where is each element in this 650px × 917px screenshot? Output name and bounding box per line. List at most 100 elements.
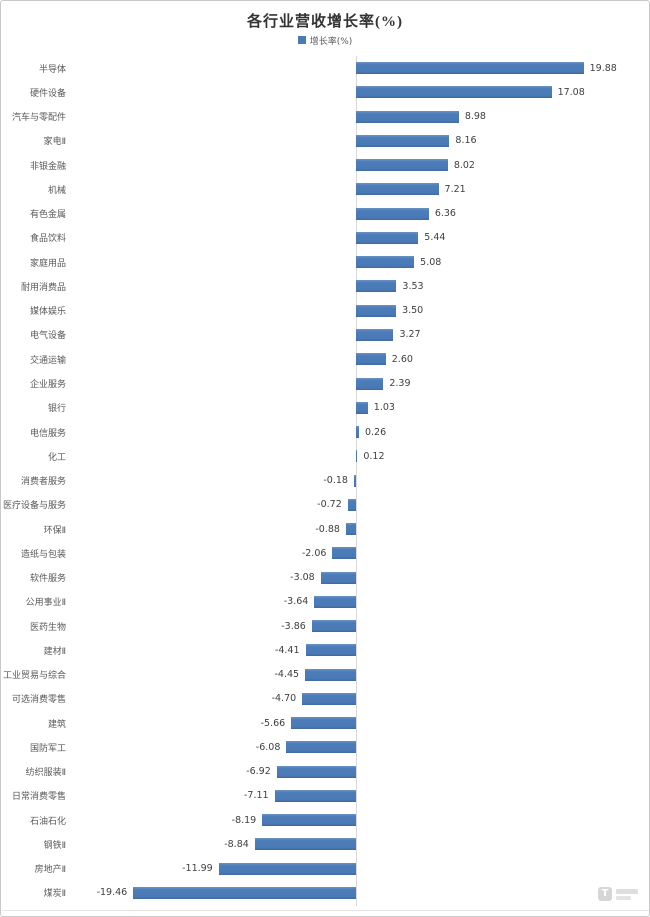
category-label: 家庭用品 (29, 258, 66, 269)
value-label: 8.16 (455, 135, 477, 147)
bar-row: 化工 0.12 (1, 444, 649, 468)
bar-row: 工业贸易与综合 -4.45 (1, 663, 649, 687)
bar-row: 公用事业Ⅱ -3.64 (1, 590, 649, 614)
value-label: 6.36 (434, 208, 456, 220)
category-label: 非银金融 (29, 161, 66, 172)
bar (356, 426, 359, 439)
category-label: 工业贸易与综合 (2, 671, 66, 682)
bar (356, 110, 459, 123)
legend-label: 增长率(%) (309, 36, 353, 47)
bar-row: 家电Ⅱ 8.16 (1, 129, 649, 153)
value-label: -4.70 (271, 693, 297, 705)
value-label: 7.21 (444, 183, 466, 195)
bar (356, 377, 384, 390)
category-label: 电气设备 (29, 331, 66, 342)
bar-row: 银行 1.03 (1, 396, 649, 420)
category-label: 消费者服务 (20, 477, 66, 488)
bar-row: 家庭用品 5.08 (1, 250, 649, 274)
value-label: 8.02 (453, 159, 475, 171)
category-label: 可选消费零售 (11, 695, 66, 706)
value-label: 0.12 (363, 450, 385, 462)
value-label: 19.88 (589, 62, 617, 74)
bar (302, 692, 356, 705)
bar (314, 595, 356, 608)
category-label: 房地产Ⅱ (34, 865, 66, 876)
category-label: 国防军工 (29, 743, 66, 754)
value-label: -0.72 (317, 499, 342, 511)
category-label: 公用事业Ⅱ (25, 598, 66, 609)
value-label: -4.41 (274, 644, 300, 656)
bar-row: 医疗设备与服务 -0.72 (1, 493, 649, 517)
value-label: -0.18 (323, 475, 348, 487)
bar (286, 741, 356, 754)
bar (356, 183, 439, 196)
category-label: 化工 (47, 452, 66, 463)
bar (356, 62, 584, 75)
value-label: -7.11 (244, 790, 269, 802)
bar-row: 有色金属 6.36 (1, 202, 649, 226)
bar-row: 国防军工 -6.08 (1, 735, 649, 759)
bar-row: 环保Ⅱ -0.88 (1, 517, 649, 541)
bar-row: 交通运输 2.60 (1, 347, 649, 371)
value-label: -6.92 (246, 766, 271, 778)
category-label: 银行 (47, 404, 66, 415)
bar (274, 789, 356, 802)
value-label: 3.27 (399, 329, 421, 341)
category-label: 日常消费零售 (11, 792, 66, 803)
bar (356, 353, 386, 366)
bar-row: 钢铁Ⅱ -8.84 (1, 832, 649, 856)
value-label: -5.66 (260, 717, 286, 729)
value-label: 8.98 (464, 111, 486, 123)
bar-row: 半导体 19.88 (1, 56, 649, 80)
bar-row: 建材Ⅱ -4.41 (1, 638, 649, 662)
bar-row: 石油石化 -8.19 (1, 808, 649, 832)
bar (356, 207, 429, 220)
bar (356, 304, 397, 317)
bar-row: 房地产Ⅱ -11.99 (1, 857, 649, 881)
category-label: 食品饮料 (29, 234, 66, 245)
category-label: 建材Ⅱ (43, 646, 66, 657)
legend-swatch-icon (297, 36, 306, 44)
value-label: -0.88 (315, 523, 340, 535)
category-label: 煤炭Ⅱ (43, 889, 66, 900)
category-label: 软件服务 (29, 574, 66, 585)
legend: 增长率(%) (1, 34, 649, 47)
value-label: 0.26 (364, 426, 387, 438)
bottom-divider-line (2, 910, 649, 911)
bar-row: 可选消费零售 -4.70 (1, 687, 649, 711)
bar (356, 86, 552, 99)
bar-row: 建筑 -5.66 (1, 711, 649, 735)
bar (254, 838, 356, 851)
bar-row: 电气设备 3.27 (1, 323, 649, 347)
value-label: -4.45 (274, 669, 300, 681)
category-label: 医药生物 (29, 622, 66, 633)
value-label: 5.44 (424, 232, 446, 244)
category-label: 机械 (47, 185, 66, 196)
bar (332, 547, 356, 560)
bar (305, 644, 356, 657)
watermark-text-line (616, 888, 638, 894)
bar-row: 日常消费零售 -7.11 (1, 784, 649, 808)
category-label: 媒体娱乐 (29, 307, 66, 318)
value-label: -11.99 (182, 863, 213, 875)
value-label: 3.53 (402, 280, 424, 292)
value-label: -6.08 (255, 741, 281, 753)
bar (356, 401, 368, 414)
bar-row: 汽车与零配件 8.98 (1, 105, 649, 129)
category-label: 环保Ⅱ (43, 525, 66, 536)
bar (356, 328, 394, 341)
value-label: -8.84 (224, 838, 249, 850)
value-label: -8.19 (231, 814, 257, 826)
bar-row: 消费者服务 -0.18 (1, 468, 649, 492)
bar-row: 煤炭Ⅱ -19.46 (1, 881, 649, 905)
bar-row: 纺织服装Ⅱ -6.92 (1, 760, 649, 784)
category-label: 钢铁Ⅱ (43, 840, 66, 851)
value-label: -2.06 (301, 547, 327, 559)
watermark: T (598, 887, 638, 901)
bar-row: 企业服务 2.39 (1, 371, 649, 395)
zero-axis-line (356, 56, 357, 906)
value-label: 3.50 (402, 305, 424, 317)
bar (276, 765, 356, 778)
bar-row: 软件服务 -3.08 (1, 565, 649, 589)
